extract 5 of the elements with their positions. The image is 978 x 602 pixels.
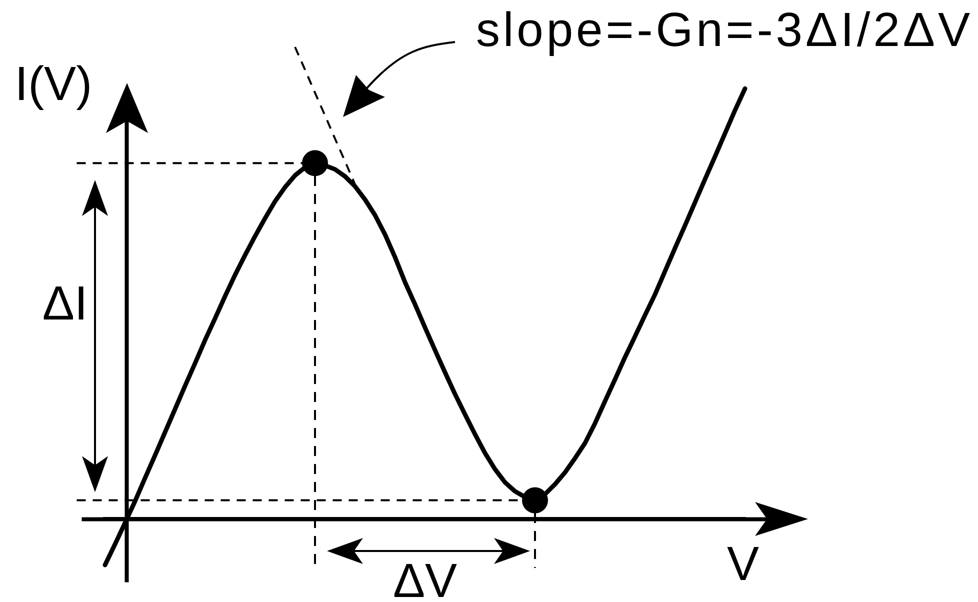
- text: ΔI: [42, 278, 88, 331]
- annotation: ΔV: [392, 555, 458, 602]
- x-axis-title: V: [726, 538, 760, 592]
- annotation: slope=-Gn=-3ΔI/2ΔV: [476, 4, 973, 57]
- y-axis-title: I(V): [14, 58, 92, 111]
